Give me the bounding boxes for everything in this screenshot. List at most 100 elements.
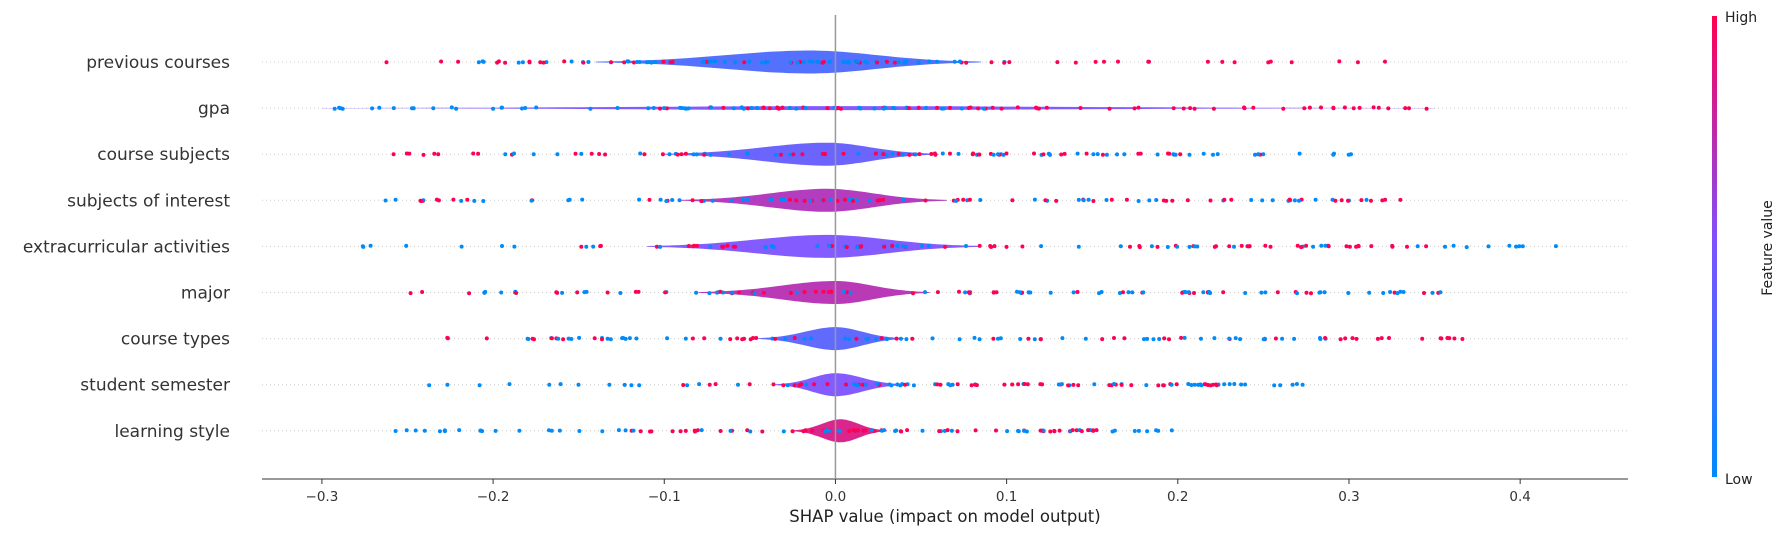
- data-point: [728, 428, 733, 433]
- data-point: [422, 428, 427, 433]
- data-point: [1102, 59, 1106, 64]
- data-point: [1109, 197, 1114, 202]
- x-tick-label: 0.0: [825, 489, 846, 505]
- data-point: [1251, 105, 1256, 110]
- data-point: [1126, 290, 1131, 295]
- data-point: [937, 429, 942, 434]
- data-point: [1172, 152, 1177, 157]
- data-point: [1170, 198, 1175, 203]
- data-point: [774, 152, 778, 157]
- data-point: [923, 198, 928, 203]
- data-point: [1387, 336, 1391, 340]
- data-point: [859, 244, 864, 249]
- violin-shape: [775, 373, 904, 397]
- data-point: [1040, 382, 1045, 387]
- data-point: [787, 152, 792, 157]
- colorbar: High Low Feature value: [1712, 10, 1776, 488]
- data-point: [736, 382, 740, 387]
- data-point: [974, 383, 979, 388]
- data-point: [631, 428, 636, 433]
- data-point: [1273, 336, 1278, 341]
- data-point: [882, 244, 887, 249]
- data-point: [1346, 198, 1350, 203]
- data-point: [692, 428, 697, 433]
- data-point: [810, 59, 815, 64]
- data-point: [778, 152, 783, 157]
- data-point: [476, 151, 481, 156]
- data-point: [1091, 152, 1096, 157]
- data-point: [1122, 336, 1127, 341]
- data-point: [788, 197, 792, 202]
- data-point: [1270, 198, 1275, 203]
- data-point: [1424, 106, 1429, 111]
- data-point: [1034, 106, 1039, 111]
- data-point: [1221, 290, 1226, 295]
- data-point: [1369, 198, 1373, 203]
- data-point: [1347, 244, 1352, 249]
- data-point: [663, 290, 668, 295]
- data-point: [957, 289, 961, 294]
- data-point: [408, 291, 413, 296]
- data-point: [1002, 60, 1007, 65]
- data-point: [725, 243, 730, 248]
- data-point: [1093, 59, 1098, 64]
- data-point: [1079, 429, 1084, 434]
- data-point: [745, 428, 750, 433]
- data-point: [1115, 152, 1119, 157]
- data-point: [1307, 105, 1312, 110]
- data-point: [1020, 244, 1025, 249]
- data-point: [769, 244, 774, 248]
- data-point: [534, 105, 539, 110]
- data-point: [1165, 245, 1170, 249]
- data-point: [556, 336, 561, 341]
- colorbar-gradient: [1712, 16, 1717, 477]
- feature-row: course subjects: [97, 142, 1628, 166]
- data-point: [465, 197, 470, 202]
- violin-shape: [758, 327, 904, 351]
- data-point: [1004, 244, 1009, 249]
- data-point: [702, 152, 707, 157]
- data-point: [411, 106, 416, 111]
- feature-label: learning style: [114, 422, 230, 442]
- data-point: [1130, 290, 1135, 295]
- data-point: [1351, 106, 1356, 111]
- data-point: [855, 59, 860, 64]
- data-point: [665, 336, 670, 341]
- data-point: [740, 337, 745, 342]
- data-point: [1122, 152, 1127, 157]
- data-point: [968, 105, 973, 110]
- data-point: [1287, 197, 1292, 202]
- data-point: [875, 60, 880, 65]
- data-point: [882, 428, 887, 433]
- data-point: [956, 151, 961, 156]
- data-point: [723, 60, 728, 64]
- data-point: [1104, 198, 1109, 202]
- data-point: [418, 198, 423, 203]
- data-point: [332, 106, 337, 111]
- data-point: [607, 382, 612, 387]
- data-point: [1350, 336, 1355, 341]
- data-point: [391, 106, 396, 111]
- data-point: [779, 197, 784, 202]
- data-point: [1161, 198, 1166, 203]
- data-point: [787, 105, 792, 110]
- data-point: [846, 197, 851, 202]
- data-point: [1268, 244, 1273, 249]
- data-point: [813, 289, 818, 294]
- data-point: [898, 336, 903, 341]
- data-point: [731, 244, 736, 249]
- data-point: [690, 198, 695, 203]
- data-point: [846, 60, 851, 65]
- data-point: [1357, 105, 1362, 110]
- data-point: [1157, 337, 1162, 341]
- data-point: [1201, 151, 1206, 156]
- data-point: [600, 429, 605, 434]
- data-point: [905, 428, 910, 433]
- data-point: [900, 152, 905, 157]
- data-point: [678, 429, 683, 434]
- data-point: [881, 106, 886, 111]
- data-point: [955, 429, 960, 434]
- data-point: [1211, 152, 1215, 157]
- data-point: [1281, 106, 1286, 111]
- data-point: [603, 152, 608, 157]
